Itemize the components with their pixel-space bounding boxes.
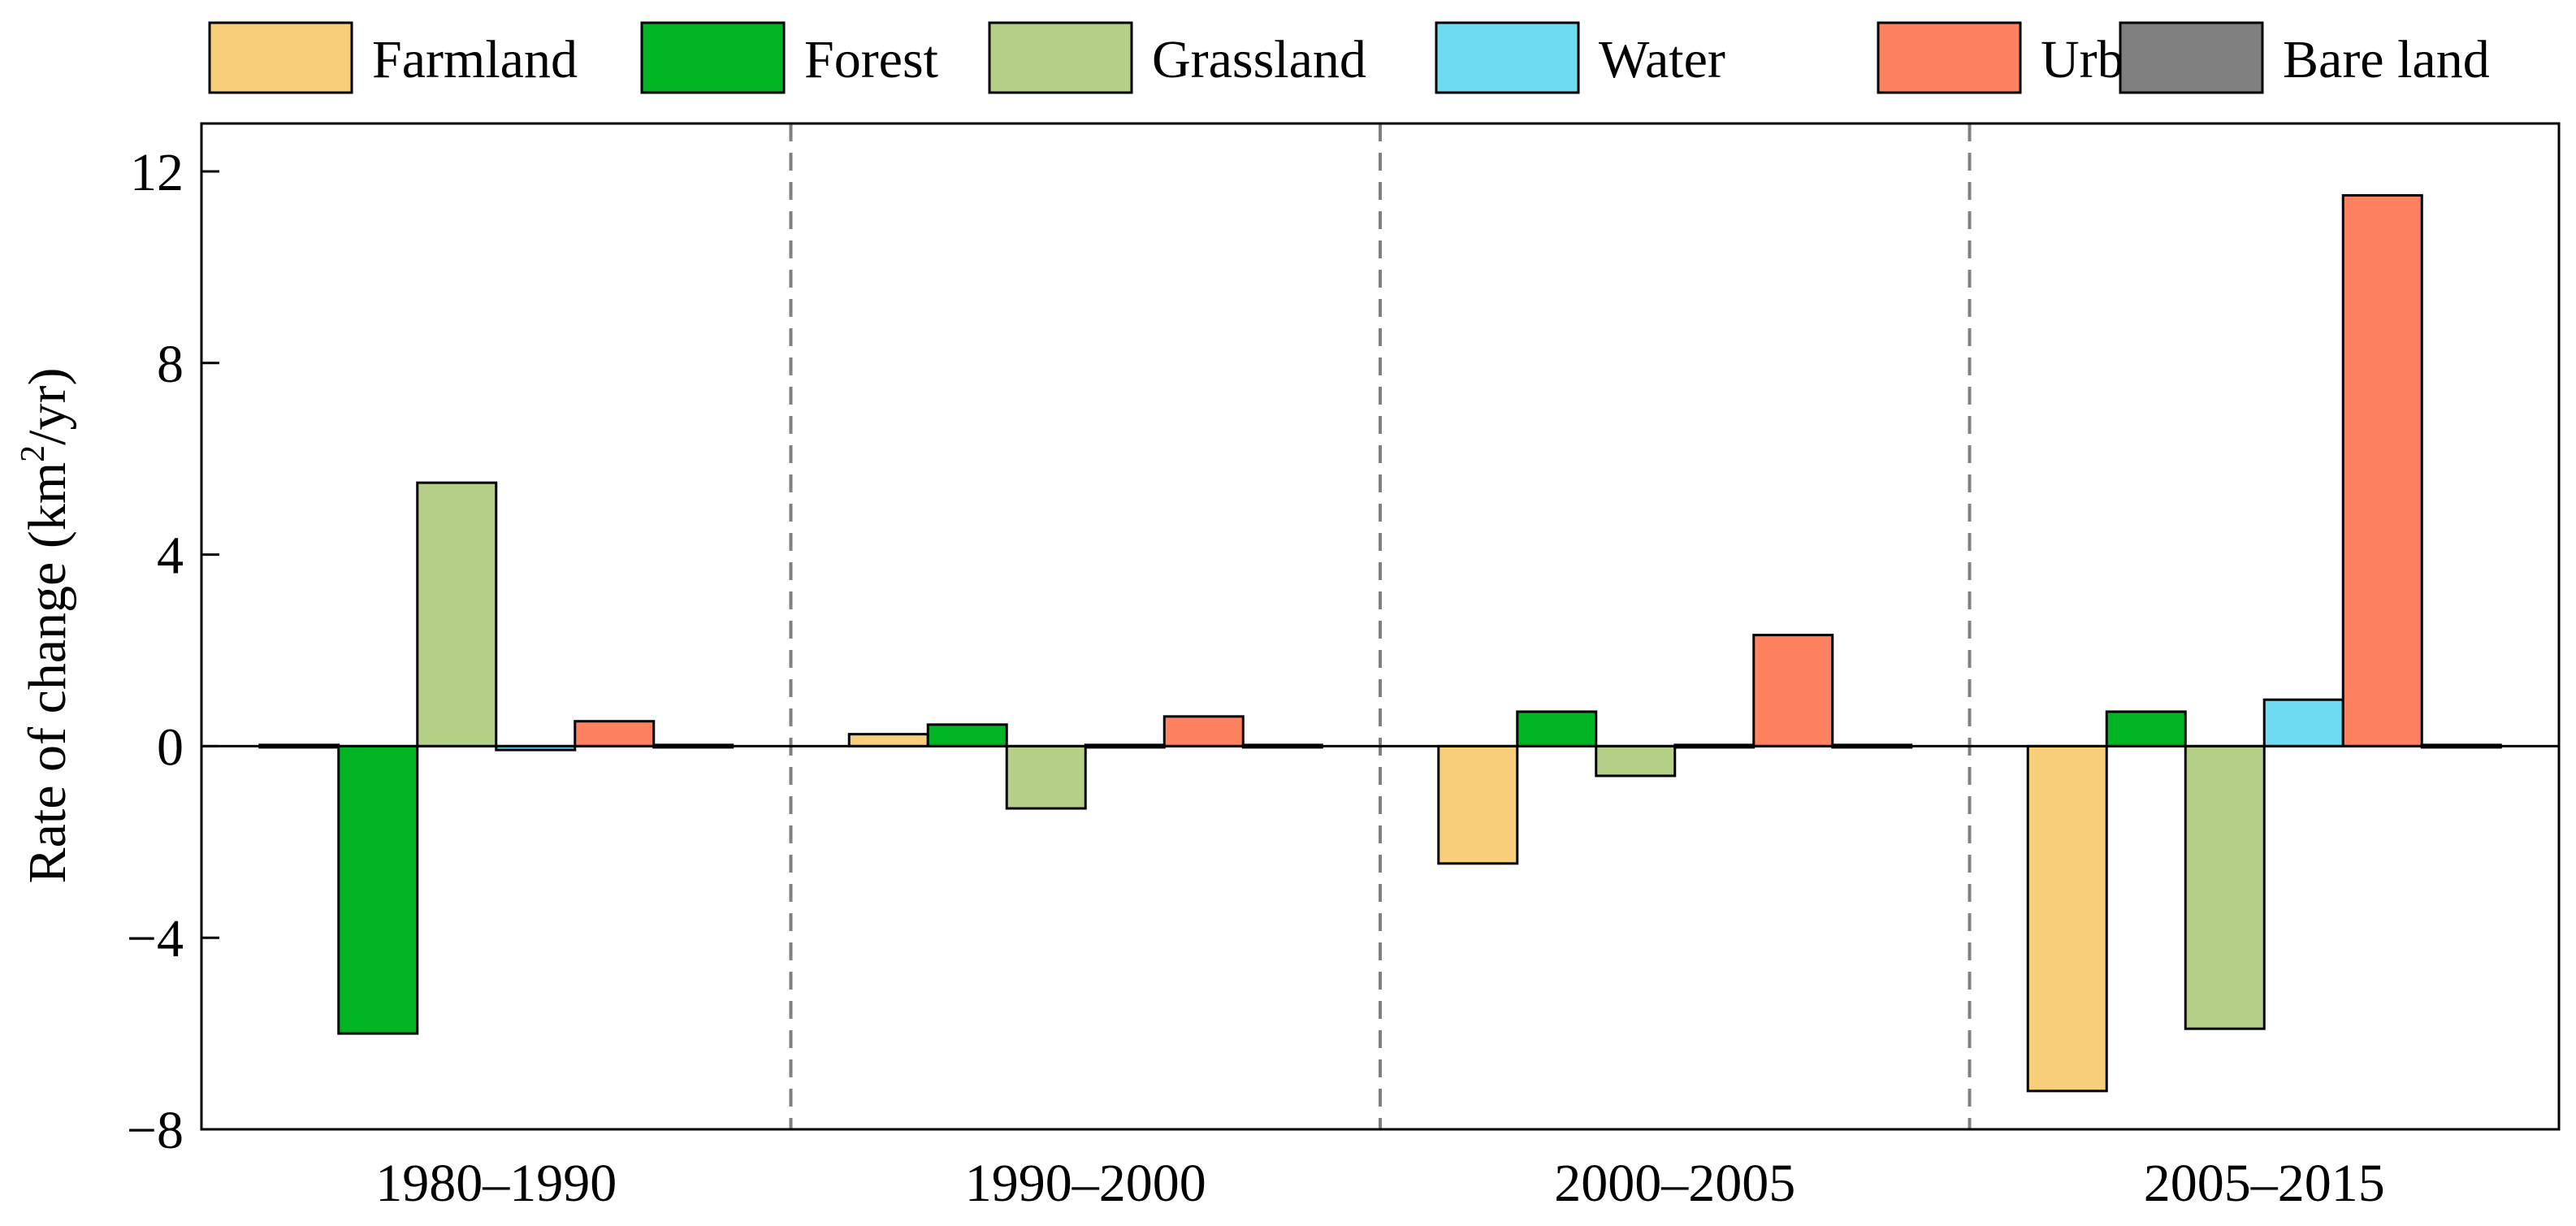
- bar-grassland: [2184, 744, 2266, 1030]
- y-tick-label: 8: [157, 335, 184, 394]
- legend-item-forest: Forest: [640, 21, 938, 94]
- legend-swatch: [2119, 21, 2264, 94]
- bar-urban: [1752, 634, 1834, 747]
- bars: [258, 193, 2502, 1093]
- bar-farmland: [2026, 744, 2108, 1093]
- x-tick-label: 2005–2015: [2144, 1154, 2385, 1213]
- legend-item-farmland: Farmland: [208, 21, 578, 94]
- y-axis-label-superscript: 2: [15, 445, 52, 462]
- plot-frame: [200, 122, 2561, 1131]
- y-axis-label-tail: /yr): [18, 368, 77, 445]
- legend-swatch: [1877, 21, 2022, 94]
- legend-item-grassland: Grassland: [988, 21, 1366, 94]
- bar-forest: [337, 744, 419, 1035]
- legend-label: Water: [1599, 30, 1725, 89]
- bar-grassland: [1005, 744, 1087, 810]
- legend-label: Bare land: [2283, 30, 2490, 89]
- legend-swatch: [1435, 21, 1580, 94]
- y-tick-label: 0: [157, 717, 184, 777]
- y-tick-label: −4: [127, 909, 184, 968]
- legend-swatch: [640, 21, 786, 94]
- x-tick-label: 2000–2005: [1554, 1154, 1795, 1213]
- bar-urban: [2341, 193, 2423, 747]
- axes: −8 −4 0 4 8 12 1980–1990 1990–2000 2000–2005 2005…: [127, 122, 2561, 1213]
- bar-farmland: [1437, 744, 1519, 865]
- y-tick-label: 4: [157, 526, 184, 586]
- legend-label: Grassland: [1152, 30, 1366, 89]
- legend-swatch: [988, 21, 1133, 94]
- bar-grassland: [416, 481, 498, 747]
- bar-water: [2262, 698, 2344, 747]
- y-tick-label: 12: [130, 143, 184, 202]
- x-tick-label: 1990–2000: [965, 1154, 1206, 1213]
- period-separators: [789, 123, 1972, 1129]
- legend-swatch: [208, 21, 353, 94]
- bar-forest: [2105, 710, 2187, 747]
- bar-farmland: [847, 733, 929, 747]
- bar-urban: [574, 720, 656, 747]
- legend-item-bare-land: Bare land: [2119, 21, 2490, 94]
- y-axis-label-main: Rate of change (km: [18, 462, 77, 884]
- legend-label: Forest: [804, 30, 938, 89]
- y-tick-label: −8: [127, 1101, 184, 1160]
- y-axis-label: Rate of change (km2/yr): [15, 368, 77, 884]
- bar-grassland: [1595, 744, 1677, 778]
- legend: Farmland Forest Grassland Water Urban Bare la…: [208, 21, 2490, 94]
- legend-item-water: Water: [1435, 21, 1725, 94]
- x-tick-label: 1980–1990: [375, 1154, 617, 1213]
- legend-label: Farmland: [372, 30, 578, 89]
- bar-urban: [1162, 715, 1245, 747]
- bar-forest: [1516, 710, 1598, 747]
- bar-forest: [926, 723, 1008, 747]
